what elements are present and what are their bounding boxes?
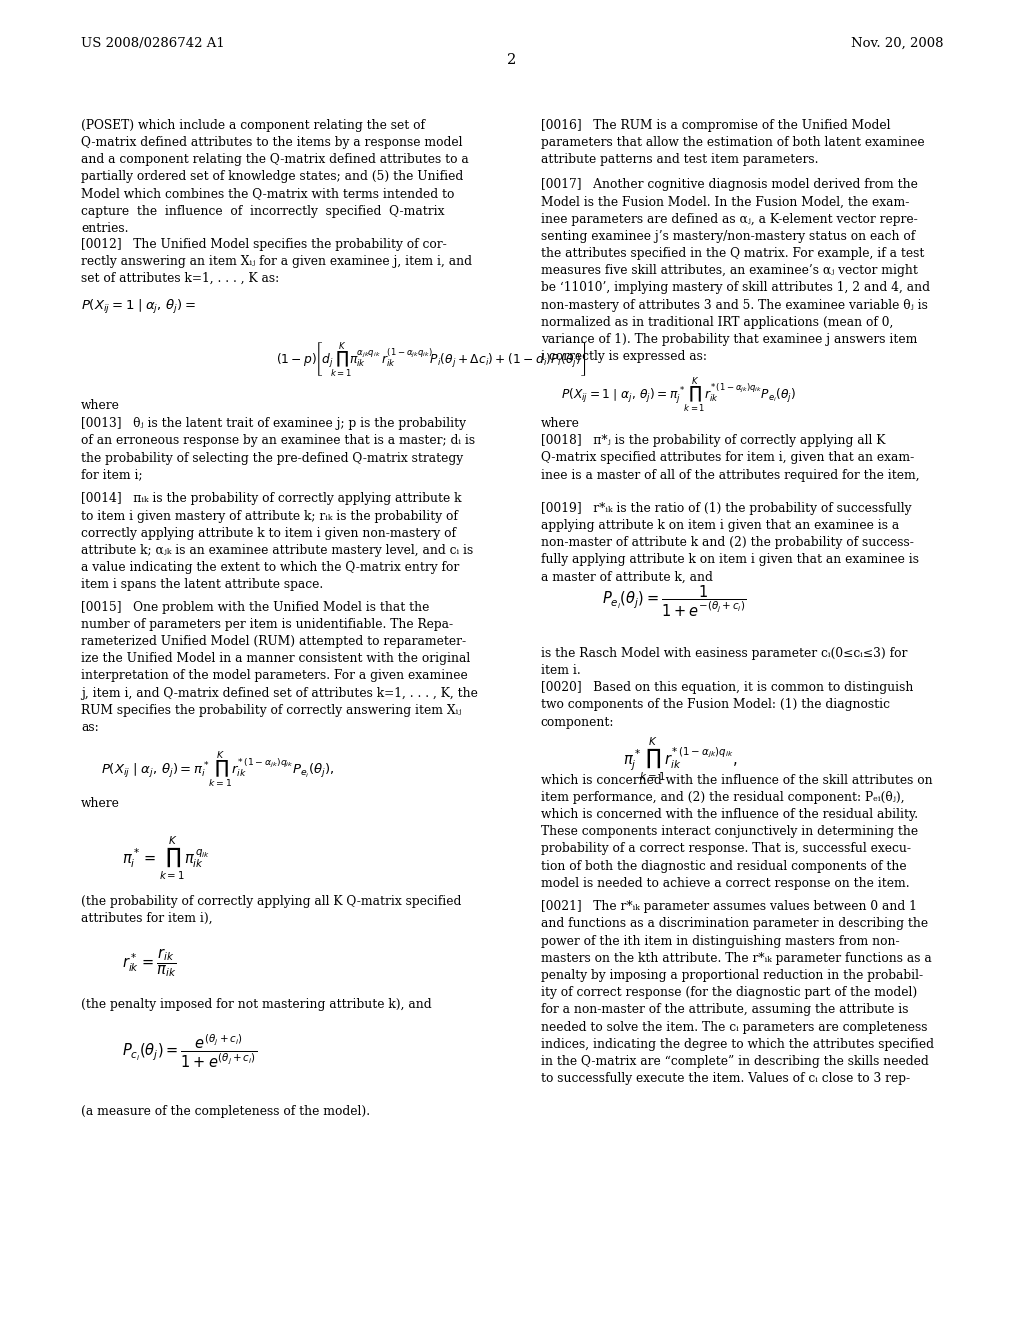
Text: $P(X_{ij} \mid \alpha_j,\, \theta_j) = \pi_i^*\!\prod_{k=1}^{K}r_{ik}^{*\,(1-\al: $P(X_{ij} \mid \alpha_j,\, \theta_j) = \…: [101, 750, 335, 791]
Text: [0017]   Another cognitive diagnosis model derived from the
Model is the Fusion : [0017] Another cognitive diagnosis model…: [541, 178, 930, 363]
Text: [0012]   The Unified Model specifies the probability of cor-
rectly answering an: [0012] The Unified Model specifies the p…: [81, 238, 472, 285]
Text: where: where: [81, 399, 120, 412]
Text: $P(X_{ij} = 1 \mid \alpha_j,\, \theta_j) =$: $P(X_{ij} = 1 \mid \alpha_j,\, \theta_j)…: [81, 298, 197, 317]
Text: (the penalty imposed for not mastering attribute k), and: (the penalty imposed for not mastering a…: [81, 998, 431, 1011]
Text: (the probability of correctly applying all K Q-matrix specified
attributes for i: (the probability of correctly applying a…: [81, 895, 461, 925]
Text: Nov. 20, 2008: Nov. 20, 2008: [851, 37, 943, 50]
Text: [0013]   θⱼ is the latent trait of examinee j; p is the probability
of an errone: [0013] θⱼ is the latent trait of examine…: [81, 417, 475, 482]
Text: [0014]   πᵢₖ is the probability of correctly applying attribute k
to item i give: [0014] πᵢₖ is the probability of correct…: [81, 492, 473, 591]
Text: (a measure of the completeness of the model).: (a measure of the completeness of the mo…: [81, 1105, 370, 1118]
Text: US 2008/0286742 A1: US 2008/0286742 A1: [81, 37, 224, 50]
Text: is the Rasch Model with easiness parameter cᵢ(0≤cᵢ≤3) for
item i.: is the Rasch Model with easiness paramet…: [541, 647, 907, 677]
Text: where: where: [81, 797, 120, 810]
Text: [0019]   r*ᵢₖ is the ratio of (1) the probability of successfully
applying attri: [0019] r*ᵢₖ is the ratio of (1) the prob…: [541, 502, 919, 583]
Text: $r_{ik}^* = \dfrac{r_{ik}}{\pi_{ik}}$: $r_{ik}^* = \dfrac{r_{ik}}{\pi_{ik}}$: [122, 946, 176, 979]
Text: [0020]   Based on this equation, it is common to distinguish
two components of t: [0020] Based on this equation, it is com…: [541, 681, 913, 729]
Text: 2: 2: [507, 53, 517, 67]
Text: [0018]   π*ⱼ is the probability of correctly applying all K
Q-matrix specified a: [0018] π*ⱼ is the probability of correct…: [541, 434, 920, 482]
Text: $P_{c_i}(\theta_j) = \dfrac{e^{(\theta_j+c_i)}}{1+e^{(\theta_j+c_i)}}$: $P_{c_i}(\theta_j) = \dfrac{e^{(\theta_j…: [122, 1032, 257, 1071]
Text: $(1-p)\!\left[d_j\!\prod_{k=1}^{K}\!\pi_{ik}^{\alpha_{jk}q_{ik}}\,r_{ik}^{(1-\al: $(1-p)\!\left[d_j\!\prod_{k=1}^{K}\!\pi_…: [276, 341, 587, 380]
Text: [0015]   One problem with the Unified Model is that the
number of parameters per: [0015] One problem with the Unified Mode…: [81, 601, 478, 734]
Text: $\pi_i^* = \prod_{k=1}^{K}\pi_{ik}^{\,q_{ik}}$: $\pi_i^* = \prod_{k=1}^{K}\pi_{ik}^{\,q_…: [122, 834, 210, 882]
Text: $\pi_j^*\!\prod_{k=1}^{K}r_{ik}^{*\,(1-\alpha_{jk})q_{ik}},$: $\pi_j^*\!\prod_{k=1}^{K}r_{ik}^{*\,(1-\…: [623, 735, 737, 783]
Text: [0016]   The RUM is a compromise of the Unified Model
parameters that allow the : [0016] The RUM is a compromise of the Un…: [541, 119, 925, 166]
Text: where: where: [541, 417, 580, 430]
Text: [0021]   The r*ᵢₖ parameter assumes values between 0 and 1
and functions as a di: [0021] The r*ᵢₖ parameter assumes values…: [541, 900, 934, 1085]
Text: (POSET) which include a component relating the set of
Q-matrix defined attribute: (POSET) which include a component relati…: [81, 119, 469, 235]
Text: $P(X_{ij} = 1 \mid \alpha_j,\, \theta_j) = \pi_j^*\!\prod_{k=1}^{K}r_{ik}^{*\,(1: $P(X_{ij} = 1 \mid \alpha_j,\, \theta_j)…: [561, 376, 797, 416]
Text: $P_{e_i}(\theta_j) = \dfrac{1}{1+e^{-(\theta_j+c_i)}}$: $P_{e_i}(\theta_j) = \dfrac{1}{1+e^{-(\t…: [602, 583, 746, 619]
Text: which is concerned with the influence of the skill attributes on
item performanc: which is concerned with the influence of…: [541, 774, 932, 890]
